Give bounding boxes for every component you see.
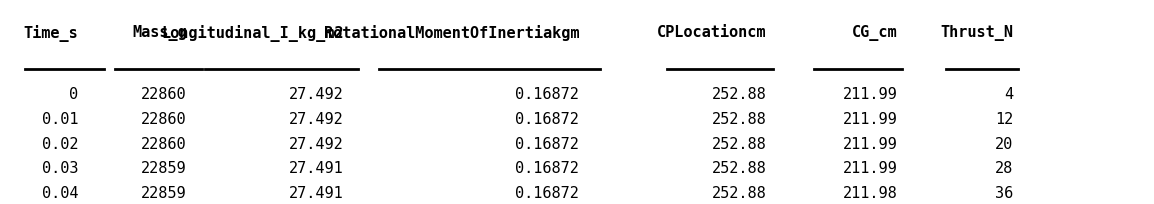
Text: 0.16872: 0.16872 bbox=[516, 87, 579, 102]
Text: 211.99: 211.99 bbox=[844, 161, 898, 175]
Text: 0.04: 0.04 bbox=[42, 185, 78, 200]
Text: 252.88: 252.88 bbox=[712, 112, 766, 126]
Text: CG_cm: CG_cm bbox=[852, 24, 898, 40]
Text: 211.99: 211.99 bbox=[844, 136, 898, 151]
Text: 211.99: 211.99 bbox=[844, 87, 898, 102]
Text: RotationalMomentOfInertiakgm: RotationalMomentOfInertiakgm bbox=[324, 24, 579, 40]
Text: 27.492: 27.492 bbox=[290, 112, 344, 126]
Text: 4: 4 bbox=[1004, 87, 1013, 102]
Text: 0.03: 0.03 bbox=[42, 161, 78, 175]
Text: 36: 36 bbox=[995, 185, 1013, 200]
Text: 0: 0 bbox=[69, 87, 78, 102]
Text: 211.99: 211.99 bbox=[844, 112, 898, 126]
Text: 0.16872: 0.16872 bbox=[516, 136, 579, 151]
Text: 27.491: 27.491 bbox=[290, 185, 344, 200]
Text: 252.88: 252.88 bbox=[712, 161, 766, 175]
Text: 20: 20 bbox=[995, 136, 1013, 151]
Text: 0.02: 0.02 bbox=[42, 136, 78, 151]
Text: 28: 28 bbox=[995, 161, 1013, 175]
Text: 22860: 22860 bbox=[141, 87, 187, 102]
Text: Thrust_N: Thrust_N bbox=[941, 24, 1013, 40]
Text: 252.88: 252.88 bbox=[712, 136, 766, 151]
Text: Time_s: Time_s bbox=[24, 24, 78, 41]
Text: 252.88: 252.88 bbox=[712, 185, 766, 200]
Text: 27.492: 27.492 bbox=[290, 87, 344, 102]
Text: 0.01: 0.01 bbox=[42, 112, 78, 126]
Text: 0.16872: 0.16872 bbox=[516, 161, 579, 175]
Text: Mass_g: Mass_g bbox=[133, 24, 187, 40]
Text: Longitudinal_I_kg_m2: Longitudinal_I_kg_m2 bbox=[162, 24, 344, 41]
Text: 12: 12 bbox=[995, 112, 1013, 126]
Text: CPLocationcm: CPLocationcm bbox=[657, 24, 766, 39]
Text: 22860: 22860 bbox=[141, 112, 187, 126]
Text: 22859: 22859 bbox=[141, 185, 187, 200]
Text: 211.98: 211.98 bbox=[844, 185, 898, 200]
Text: 27.491: 27.491 bbox=[290, 161, 344, 175]
Text: 0.16872: 0.16872 bbox=[516, 112, 579, 126]
Text: 252.88: 252.88 bbox=[712, 87, 766, 102]
Text: 22860: 22860 bbox=[141, 136, 187, 151]
Text: 22859: 22859 bbox=[141, 161, 187, 175]
Text: 0.16872: 0.16872 bbox=[516, 185, 579, 200]
Text: 27.492: 27.492 bbox=[290, 136, 344, 151]
